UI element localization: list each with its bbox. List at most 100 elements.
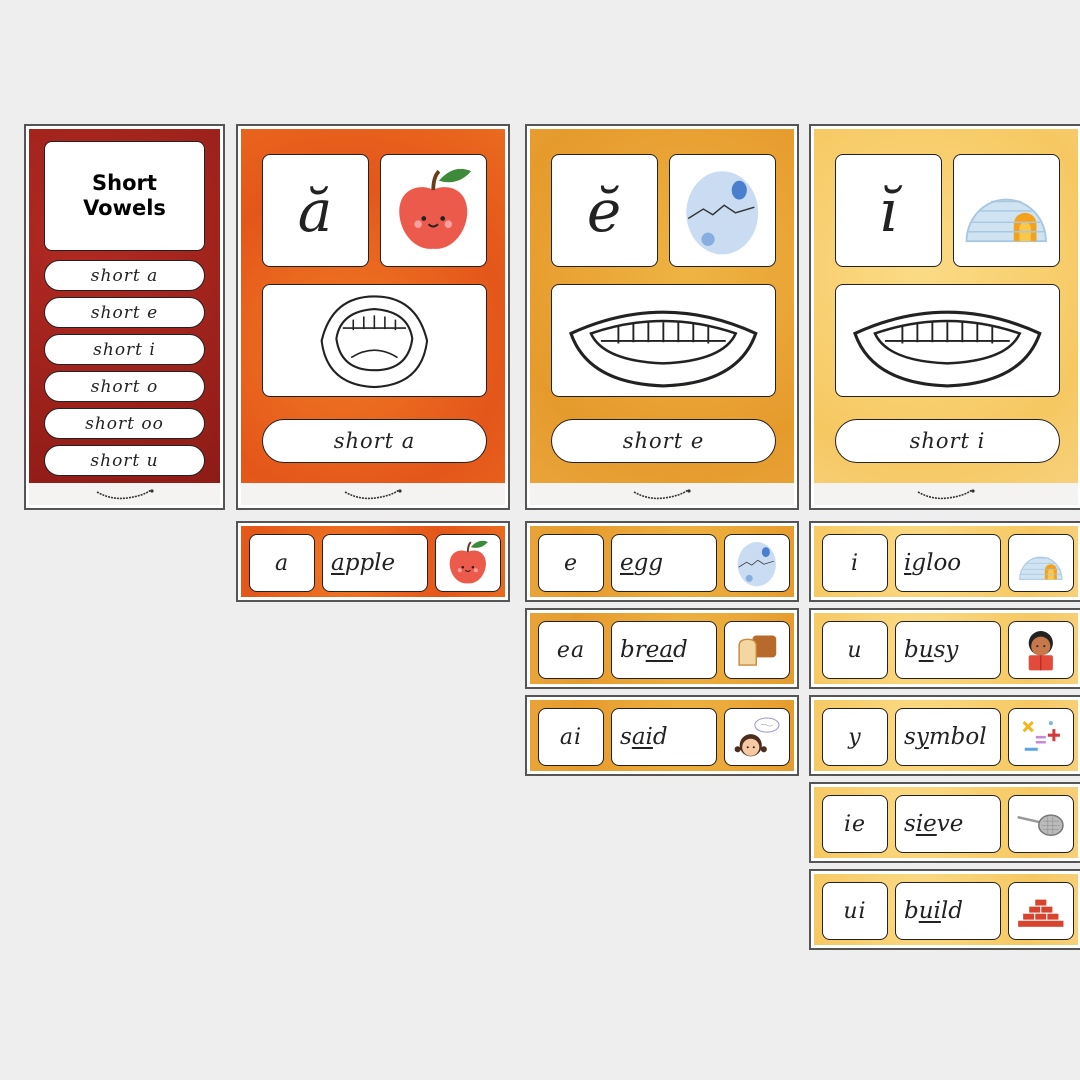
strip-background: e egg (530, 526, 794, 597)
vowel-letter: ĕ (586, 176, 623, 245)
word-picture-box (724, 621, 790, 679)
word-strip: e egg (525, 521, 799, 602)
grapheme-box: ie (822, 795, 888, 853)
word-strip: i igloo (809, 521, 1080, 602)
word-part-hl: e (620, 550, 634, 576)
sound-label[interactable]: short a (262, 419, 487, 463)
mouth-smile-icon (552, 285, 775, 396)
strip-background: u busy (814, 613, 1078, 684)
cover-item[interactable]: short a (44, 260, 205, 291)
cover-item-label: short i (93, 339, 156, 360)
strip-background: ai said (530, 700, 794, 771)
sound-label[interactable]: short e (551, 419, 776, 463)
mouth-open-icon (263, 285, 486, 396)
strip-background: y symbol (814, 700, 1078, 771)
card-footer (29, 483, 220, 505)
word-part-pre: s (904, 724, 916, 750)
vowel-letter: ă (297, 176, 334, 245)
bricks-icon (1009, 883, 1073, 939)
logo (916, 485, 976, 504)
word: build (904, 898, 963, 924)
word-picture-box (1008, 708, 1074, 766)
word-part-post: d (652, 724, 668, 750)
word-picture-box (724, 708, 790, 766)
math-symbols-icon (1009, 709, 1073, 765)
word-box: sieve (895, 795, 1001, 853)
cover-card: Short Vowels short a short e short i short o s… (24, 124, 225, 510)
word-box: symbol (895, 708, 1001, 766)
word-strip: a apple (236, 521, 510, 602)
word: symbol (904, 724, 987, 750)
mouth-box (262, 284, 487, 397)
mouth-box (835, 284, 1060, 397)
grapheme-box: i (822, 534, 888, 592)
word-part-hl: ai (631, 724, 653, 750)
sound-card: ĕ short e (525, 124, 799, 510)
cover-item-label: short oo (85, 413, 164, 434)
word-strip: y symbol (809, 695, 1080, 776)
word-strip: u busy (809, 608, 1080, 689)
card-footer (814, 483, 1078, 505)
grapheme: ui (843, 898, 867, 924)
word-box: busy (895, 621, 1001, 679)
grapheme-box: ai (538, 708, 604, 766)
grapheme: y (848, 724, 862, 750)
word-part-post: pple (344, 550, 396, 576)
cover-item[interactable]: short u (44, 445, 205, 476)
letter-box: ĭ (835, 154, 942, 267)
word-picture-box (1008, 795, 1074, 853)
word-part-hl: y (915, 724, 929, 750)
card-footer (241, 483, 505, 505)
word-part-post: ld (940, 898, 963, 924)
word: bread (620, 637, 688, 663)
card-footer (530, 483, 794, 505)
word-part-hl: a (331, 550, 345, 576)
card-background: ĕ short e (530, 129, 794, 483)
grapheme: a (274, 550, 290, 576)
letter-box: ĕ (551, 154, 658, 267)
egg-icon (725, 535, 789, 591)
grapheme-box: y (822, 708, 888, 766)
word-box: said (611, 708, 717, 766)
grapheme-box: ui (822, 882, 888, 940)
word-part-hl: ui (918, 898, 941, 924)
cover-item[interactable]: short e (44, 297, 205, 328)
egg-icon (670, 155, 775, 266)
word-picture-box (1008, 621, 1074, 679)
word-part-post: sy (933, 637, 959, 663)
word-part-hl: i (904, 550, 912, 576)
sound-label-text: short a (333, 429, 416, 453)
strip-background: ie sieve (814, 787, 1078, 858)
grapheme: ai (559, 724, 583, 750)
word-part-post: ve (936, 811, 964, 837)
word: igloo (904, 550, 961, 576)
word: sieve (904, 811, 963, 837)
cover-title: Vowels (83, 196, 166, 220)
card-background: ĭ short i (814, 129, 1078, 483)
card-background: ă short a (241, 129, 505, 483)
grapheme: i (850, 550, 860, 576)
picture-box (953, 154, 1060, 267)
sound-label-text: short i (909, 429, 986, 453)
cover-item[interactable]: short oo (44, 408, 205, 439)
word-picture-box (435, 534, 501, 592)
cover-item[interactable]: short i (44, 334, 205, 365)
word-picture-box (724, 534, 790, 592)
word-strip: ui build (809, 869, 1080, 950)
title-box: Short Vowels (44, 141, 205, 251)
word-part-post: d (673, 637, 688, 663)
cover-item-label: short a (90, 265, 159, 286)
cover-item[interactable]: short o (44, 371, 205, 402)
word-part-hl: ie (915, 811, 937, 837)
grapheme-box: u (822, 621, 888, 679)
word-picture-box (1008, 534, 1074, 592)
strip-background: ui build (814, 874, 1078, 945)
word-part-hl: ea (645, 637, 674, 663)
word-strip: ai said (525, 695, 799, 776)
apple-icon (381, 155, 486, 266)
sound-label[interactable]: short i (835, 419, 1060, 463)
word-box: igloo (895, 534, 1001, 592)
word-part-post: mbol (928, 724, 987, 750)
word-box: bread (611, 621, 717, 679)
logo (95, 485, 155, 504)
